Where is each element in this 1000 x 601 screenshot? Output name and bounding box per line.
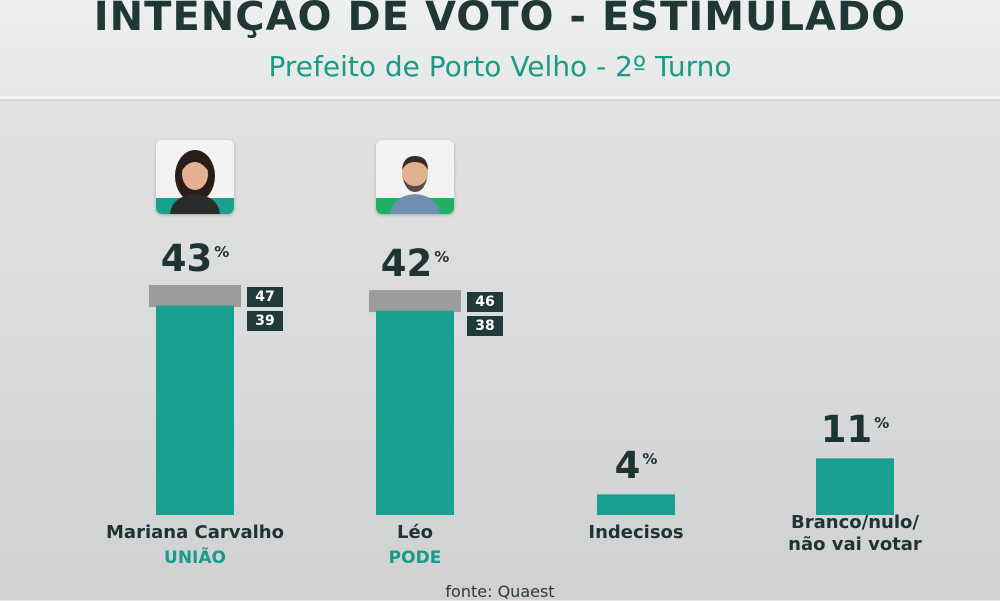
party-label-1: PODE	[388, 548, 442, 568]
margin-lower-1: 38	[467, 316, 503, 337]
category-label-2: Indecisos	[588, 522, 684, 543]
value-label-0: 43%	[135, 237, 255, 280]
category-label-3: Branco/nulo/não vai votar	[745, 512, 965, 556]
margin-band-0	[149, 284, 241, 307]
avatar-illustration	[156, 140, 234, 214]
header-divider	[0, 96, 1000, 99]
category-label-0: Mariana Carvalho	[106, 522, 284, 543]
value-number-3: 11	[820, 408, 873, 452]
value-number-1: 42	[380, 242, 433, 286]
party-label-0: UNIÃO	[164, 548, 226, 568]
bar-1	[376, 310, 454, 515]
margin-upper-1: 46	[467, 292, 503, 313]
value-number-0: 43	[160, 236, 213, 280]
avatar-illustration	[376, 140, 454, 214]
bar-0	[156, 305, 234, 515]
candidate-photo-man-icon	[376, 140, 454, 214]
candidate-photo-woman-icon	[156, 140, 234, 214]
margin-lower-0: 39	[247, 310, 283, 331]
margin-upper-0: 47	[247, 286, 283, 307]
bar-3	[816, 458, 894, 515]
header: INTENÇÃO DE VOTO - ESTIMULADO Prefeito d…	[0, 0, 1000, 96]
chart-subtitle: Prefeito de Porto Velho - 2º Turno	[268, 50, 732, 83]
margin-band-1	[369, 290, 461, 313]
percent-sign-1: %	[434, 248, 450, 267]
category-label-line-1: não vai votar	[788, 534, 922, 555]
value-label-3: 11%	[795, 408, 915, 451]
value-number-2: 4	[614, 444, 641, 488]
category-label-1: Léo	[396, 522, 434, 543]
bar-2	[597, 494, 675, 515]
percent-sign-0: %	[214, 242, 230, 261]
value-label-2: 4%	[576, 444, 696, 487]
chart-title: INTENÇÃO DE VOTO - ESTIMULADO	[93, 0, 907, 40]
value-label-1: 42%	[355, 242, 475, 285]
source-note: fonte: Quaest	[445, 582, 555, 601]
category-label-line-0: Branco/nulo/	[791, 512, 919, 533]
percent-sign-3: %	[874, 414, 890, 433]
percent-sign-2: %	[642, 450, 658, 469]
